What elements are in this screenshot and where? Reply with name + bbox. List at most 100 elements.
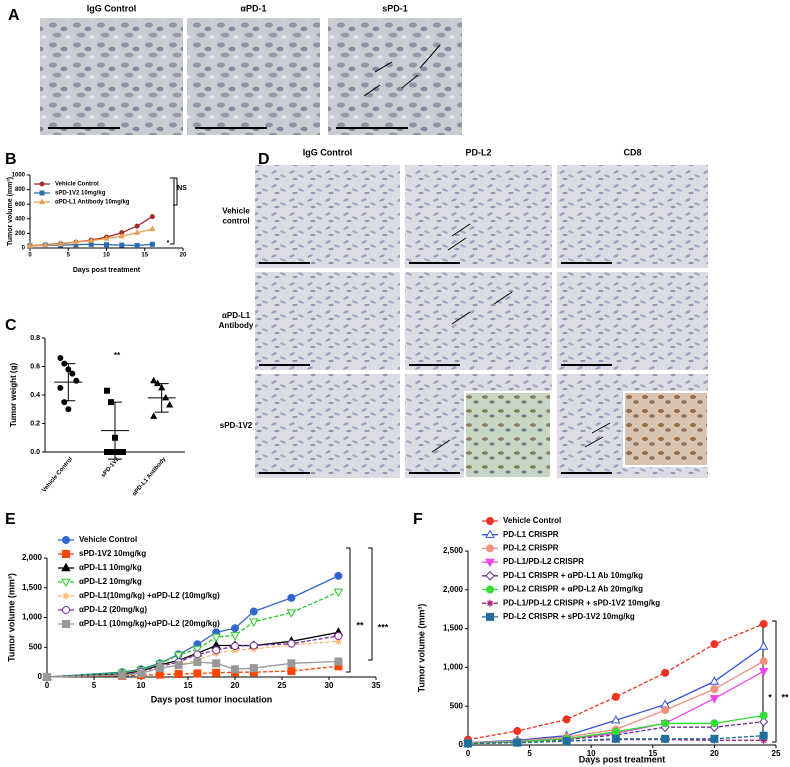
legend-marker bbox=[63, 593, 70, 600]
x-tick-label: 30 bbox=[325, 681, 334, 690]
data-point bbox=[232, 643, 239, 650]
data-point bbox=[194, 670, 201, 677]
legend-label: αPD-L2 10mg/kg bbox=[79, 577, 142, 586]
significance: * bbox=[768, 692, 772, 702]
legend-marker bbox=[486, 559, 494, 566]
legend-marker bbox=[486, 572, 494, 580]
micrograph bbox=[187, 18, 320, 135]
data-point bbox=[70, 371, 75, 376]
significance: *** bbox=[378, 622, 389, 632]
data-point bbox=[105, 243, 109, 247]
legend-label: PD-L2 CRISPR + αPD-L2 Ab 20mg/kg bbox=[503, 585, 643, 594]
y-tick-label: 1,500 bbox=[443, 624, 464, 633]
data-point bbox=[213, 647, 220, 654]
column-title: IgG Control bbox=[87, 3, 137, 13]
y-tick-label: 400 bbox=[15, 216, 26, 222]
data-point bbox=[194, 659, 201, 666]
y-tick-label: 0.6 bbox=[30, 363, 40, 370]
legend-label: PD-L2 CRISPR bbox=[503, 544, 559, 553]
y-axis-label: Tumor volume (mm³) bbox=[7, 177, 14, 246]
y-tick-label: 200 bbox=[15, 231, 26, 237]
data-point bbox=[151, 378, 157, 383]
micrograph bbox=[328, 18, 462, 135]
data-point bbox=[711, 641, 718, 648]
significance: ** bbox=[356, 620, 364, 630]
x-axis-label: Days post treatment bbox=[579, 754, 666, 764]
legend-marker bbox=[40, 200, 44, 204]
data-point bbox=[66, 407, 71, 412]
legend-label: Vehicle Control bbox=[503, 516, 561, 525]
significance: ** bbox=[114, 351, 121, 360]
data-point bbox=[120, 243, 124, 247]
y-tick-label: 0.4 bbox=[30, 392, 40, 399]
y-tick-label: 0 bbox=[38, 672, 43, 681]
column-title: PD-L2 bbox=[465, 147, 491, 157]
data-point bbox=[335, 572, 342, 579]
micrograph bbox=[405, 165, 552, 268]
inset bbox=[624, 392, 708, 466]
row-label: control bbox=[222, 217, 249, 226]
data-point bbox=[119, 672, 126, 679]
legend-label: αPD-L2 (20mg/kg) bbox=[79, 605, 147, 614]
data-point bbox=[335, 632, 342, 639]
data-point bbox=[760, 642, 768, 649]
data-point bbox=[711, 686, 718, 693]
data-point bbox=[760, 620, 767, 627]
significance: * bbox=[167, 240, 170, 247]
legend-marker bbox=[62, 564, 70, 571]
data-point bbox=[150, 242, 154, 246]
legend-marker bbox=[487, 586, 494, 593]
axis bbox=[47, 558, 376, 677]
y-tick-label: 2,000 bbox=[443, 585, 464, 594]
data-point bbox=[760, 669, 768, 676]
y-axis-label: Tumor volume (mm³) bbox=[416, 604, 426, 693]
x-axis-label: Days post tumor inoculation bbox=[151, 694, 273, 704]
legend-marker bbox=[63, 537, 70, 544]
x-tick-label: 0 bbox=[28, 253, 32, 259]
x-tick-label: 20 bbox=[231, 681, 240, 690]
data-point bbox=[232, 666, 239, 673]
data-point bbox=[760, 712, 767, 719]
legend-label: PD-L1/PD-L2 CRISPR bbox=[503, 557, 584, 566]
data-point bbox=[105, 388, 110, 393]
legend-label: PD-L1 CRISPR bbox=[503, 530, 559, 539]
y-tick-label: 1,000 bbox=[22, 613, 43, 622]
data-point bbox=[662, 669, 669, 676]
x-tick-label: 10 bbox=[137, 681, 146, 690]
column-title: CD8 bbox=[623, 147, 641, 157]
data-point bbox=[250, 665, 257, 672]
data-point bbox=[711, 735, 718, 742]
panel-label: E bbox=[5, 511, 16, 528]
legend-label: PD-L1/PD-L2 CRISPR + sPD-1V2 10mg/kg bbox=[503, 598, 660, 607]
data-point bbox=[288, 668, 295, 675]
legend-label: Vehicle Control bbox=[55, 182, 99, 188]
data-point bbox=[760, 732, 767, 739]
panel-label: B bbox=[5, 151, 17, 168]
column-title: αPD-1 bbox=[240, 3, 266, 13]
x-tick-label: 5 bbox=[67, 253, 71, 259]
data-point bbox=[135, 224, 139, 228]
bracket bbox=[368, 548, 372, 660]
y-tick-label: 600 bbox=[15, 202, 26, 208]
row-label: αPD-L1 bbox=[222, 311, 251, 320]
y-tick-label: 0.2 bbox=[30, 420, 40, 427]
y-tick-label: 500 bbox=[29, 642, 43, 651]
micrograph bbox=[405, 272, 552, 370]
panel-label: C bbox=[5, 317, 17, 334]
data-point bbox=[213, 660, 220, 667]
data-point bbox=[175, 662, 182, 669]
y-tick-label: 0 bbox=[459, 740, 464, 749]
y-tick-label: 1,000 bbox=[443, 663, 464, 672]
x-tick-label: 20 bbox=[710, 749, 719, 758]
legend-label: PD-L2 CRISPR + sPD-1V2 10mg/kg bbox=[503, 612, 635, 621]
data-point bbox=[288, 594, 295, 601]
legend-label: αPD-L1 (10mg/kg)+αPD-L2 (20mg/kg) bbox=[79, 619, 220, 628]
data-point bbox=[514, 739, 521, 746]
micrograph bbox=[255, 272, 400, 370]
x-tick-label: 35 bbox=[372, 681, 381, 690]
row-label: sPD-1V2 bbox=[220, 421, 253, 430]
data-point bbox=[156, 671, 163, 678]
legend-label: sPD-1V2 10mg/kg bbox=[79, 549, 146, 558]
x-tick-label: 10 bbox=[103, 253, 110, 259]
legend-label: αPD-L1 10mg/kg bbox=[79, 563, 142, 572]
